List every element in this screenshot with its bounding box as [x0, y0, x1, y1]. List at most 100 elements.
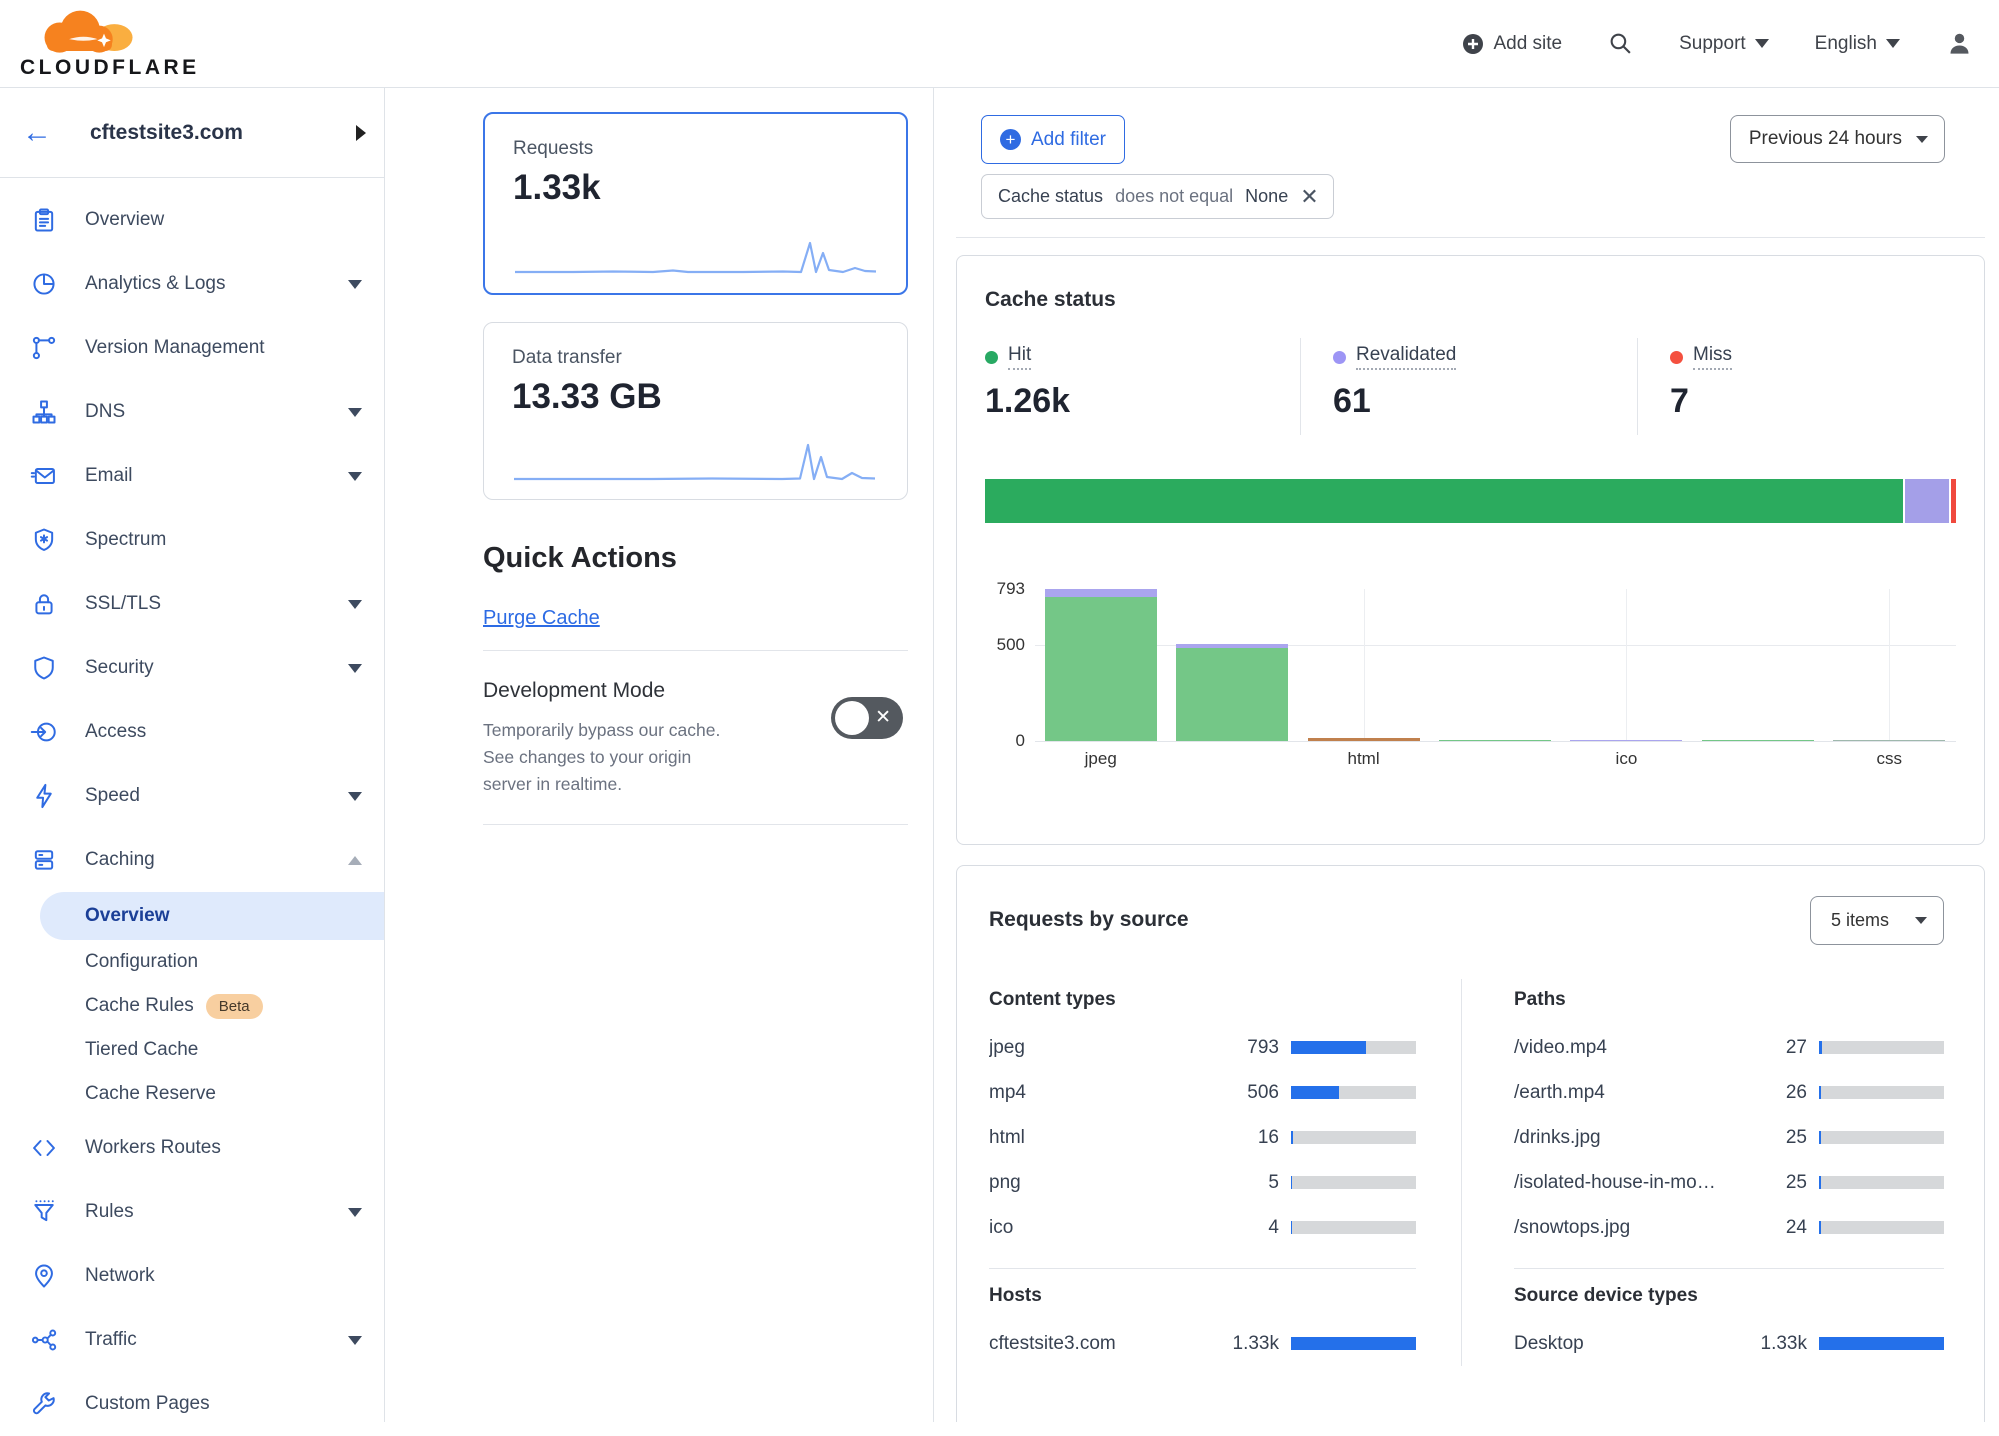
sidebar-item-label: Speed	[85, 785, 140, 806]
support-menu[interactable]: Support	[1679, 33, 1769, 55]
gridline	[1889, 589, 1891, 741]
sidebar-item-email[interactable]: Email	[0, 444, 384, 508]
sidebar-item-ssl-tls[interactable]: SSL/TLS	[0, 572, 384, 636]
row-label: /earth.mp4	[1514, 1081, 1605, 1103]
legend-value: 1.26k	[985, 382, 1071, 420]
time-range-select[interactable]: Previous 24 hours	[1729, 115, 1945, 163]
sidebar-item-overview[interactable]: Overview	[0, 188, 384, 252]
sidebar-item-custom-pages[interactable]: Custom Pages	[0, 1372, 384, 1436]
requests-metric-card[interactable]: Requests 1.33k	[483, 112, 908, 295]
row-value: 16	[1257, 1126, 1279, 1148]
funnel-icon	[30, 1197, 60, 1227]
row-value: 27	[1785, 1036, 1807, 1058]
bar-css	[1833, 739, 1946, 741]
sidebar-subitem-cache-reserve[interactable]: Cache Reserve	[40, 1072, 384, 1116]
stacked-segment-revalidated	[1904, 479, 1949, 523]
sidebar-item-label: Security	[85, 657, 154, 678]
search-button[interactable]	[1608, 31, 1633, 56]
sidebar-item-version-management[interactable]: Version Management	[0, 316, 384, 380]
sidebar-item-speed[interactable]: Speed	[0, 764, 384, 828]
divider	[483, 650, 908, 651]
row-label: /drinks.jpg	[1514, 1126, 1601, 1148]
sidebar-subitem-label: Cache Reserve	[85, 1083, 216, 1104]
back-arrow-icon[interactable]: ←	[22, 115, 52, 149]
sidebar-item-security[interactable]: Security	[0, 636, 384, 700]
legend-stat-revalidated: Revalidated 61	[1300, 338, 1637, 435]
sidebar-item-caching[interactable]: Caching	[0, 828, 384, 892]
row-bar	[1819, 1337, 1944, 1350]
add-filter-button[interactable]: + Add filter	[981, 115, 1125, 164]
table-heading: Content types	[989, 989, 1116, 1010]
sidebar-subitem-tiered-cache[interactable]: Tiered Cache	[40, 1028, 384, 1072]
bar-segment	[1044, 596, 1157, 741]
sidebar-subitem-caching-configuration[interactable]: Configuration	[40, 940, 384, 984]
cloudflare-logo[interactable]: CLOUDFLARE	[20, 9, 200, 78]
bar-png	[1439, 739, 1551, 741]
sidebar-item-rules[interactable]: Rules	[0, 1180, 384, 1244]
sidebar-item-traffic[interactable]: Traffic	[0, 1308, 384, 1372]
beta-badge: Beta	[205, 993, 263, 1019]
sidebar-item-analytics-logs[interactable]: Analytics & Logs	[0, 252, 384, 316]
sidebar-item-network[interactable]: Network	[0, 1244, 384, 1308]
legend-label[interactable]: Revalidated	[1333, 344, 1457, 370]
sidebar-subitem-label: Overview	[85, 905, 170, 926]
sidebar: ← cftestsite3.com Overview Analytics & Lo…	[0, 88, 385, 1422]
row-label: ico	[989, 1216, 1014, 1238]
server-stack-icon	[30, 845, 60, 875]
purge-cache-link[interactable]: Purge Cache	[483, 607, 600, 629]
sidebar-subitem-cache-rules[interactable]: Cache Rules Beta	[40, 984, 384, 1028]
sidebar-item-workers-routes[interactable]: Workers Routes	[0, 1116, 384, 1180]
legend-stat-hit: Hit 1.26k	[985, 338, 1300, 435]
row-label: mp4	[989, 1081, 1026, 1103]
table-heading: Hosts	[989, 1285, 1042, 1306]
bar-segment	[1701, 739, 1814, 741]
sidebar-item-dns[interactable]: DNS	[0, 380, 384, 444]
row-value: 25	[1785, 1126, 1807, 1148]
legend-label[interactable]: Miss	[1670, 344, 1733, 370]
chevron-down-icon	[348, 1207, 362, 1217]
development-mode-toggle[interactable]: ✕	[831, 697, 903, 739]
legend-value: 7	[1670, 382, 1689, 420]
table-row: cftestsite3.com 1.33k	[989, 1321, 1416, 1366]
y-tick-label: 0	[1015, 731, 1025, 750]
chevron-down-icon	[348, 407, 362, 417]
requests-card-title: Requests	[513, 138, 594, 159]
table-row: html 16	[989, 1115, 1416, 1160]
sidebar-item-spectrum[interactable]: Spectrum	[0, 508, 384, 572]
sidebar-item-label: Caching	[85, 849, 155, 870]
divider	[1514, 1268, 1944, 1269]
table-content-types: Content types jpeg 793 mp4 506 html 16 png 5 ico 4	[989, 989, 1416, 1250]
language-menu[interactable]: English	[1815, 33, 1900, 55]
analytics-panel: + Add filter Cache status does not equal…	[933, 88, 1999, 1422]
cache-status-filter-chip[interactable]: Cache status does not equal None ✕	[981, 174, 1334, 219]
chevron-down-icon	[348, 1335, 362, 1345]
sidebar-item-label: Rules	[85, 1201, 134, 1222]
x-tick-label: jpeg	[1084, 749, 1117, 768]
legend-dot-icon	[985, 350, 998, 364]
sidebar-item-label: Workers Routes	[85, 1137, 221, 1158]
requests-by-source-grid: Content types jpeg 793 mp4 506 html 16 png 5 ico 4…	[957, 979, 1984, 1366]
add-site-button[interactable]: Add site	[1462, 33, 1562, 55]
account-button[interactable]	[1946, 30, 1973, 57]
table-heading: Paths	[1514, 989, 1566, 1010]
bar-jpeg	[1044, 589, 1157, 741]
location-pin-icon	[30, 1261, 60, 1291]
site-name: cftestsite3.com	[90, 120, 243, 144]
table-row: Desktop 1.33k	[1514, 1321, 1944, 1366]
remove-filter-icon[interactable]: ✕	[1300, 183, 1319, 209]
row-bar	[1291, 1176, 1416, 1189]
sidebar-subitem-caching-overview[interactable]: Overview	[40, 892, 384, 940]
row-bar	[1819, 1086, 1944, 1099]
row-value: 24	[1785, 1216, 1807, 1238]
items-count-select[interactable]: 5 items	[1809, 896, 1944, 945]
table-row: /isolated-house-in-mo… 25	[1514, 1160, 1944, 1205]
legend-label[interactable]: Hit	[985, 344, 1032, 370]
row-value: 793	[1247, 1036, 1279, 1058]
table-source-device-types: Source device types Desktop 1.33k	[1514, 1285, 1944, 1366]
bar-segment	[1044, 589, 1157, 597]
chevron-down-icon	[348, 791, 362, 801]
data-transfer-metric-card[interactable]: Data transfer 13.33 GB	[483, 322, 908, 500]
data-transfer-card-title: Data transfer	[512, 347, 622, 368]
site-switcher-caret-icon[interactable]	[356, 124, 366, 141]
sidebar-item-access[interactable]: Access	[0, 700, 384, 764]
